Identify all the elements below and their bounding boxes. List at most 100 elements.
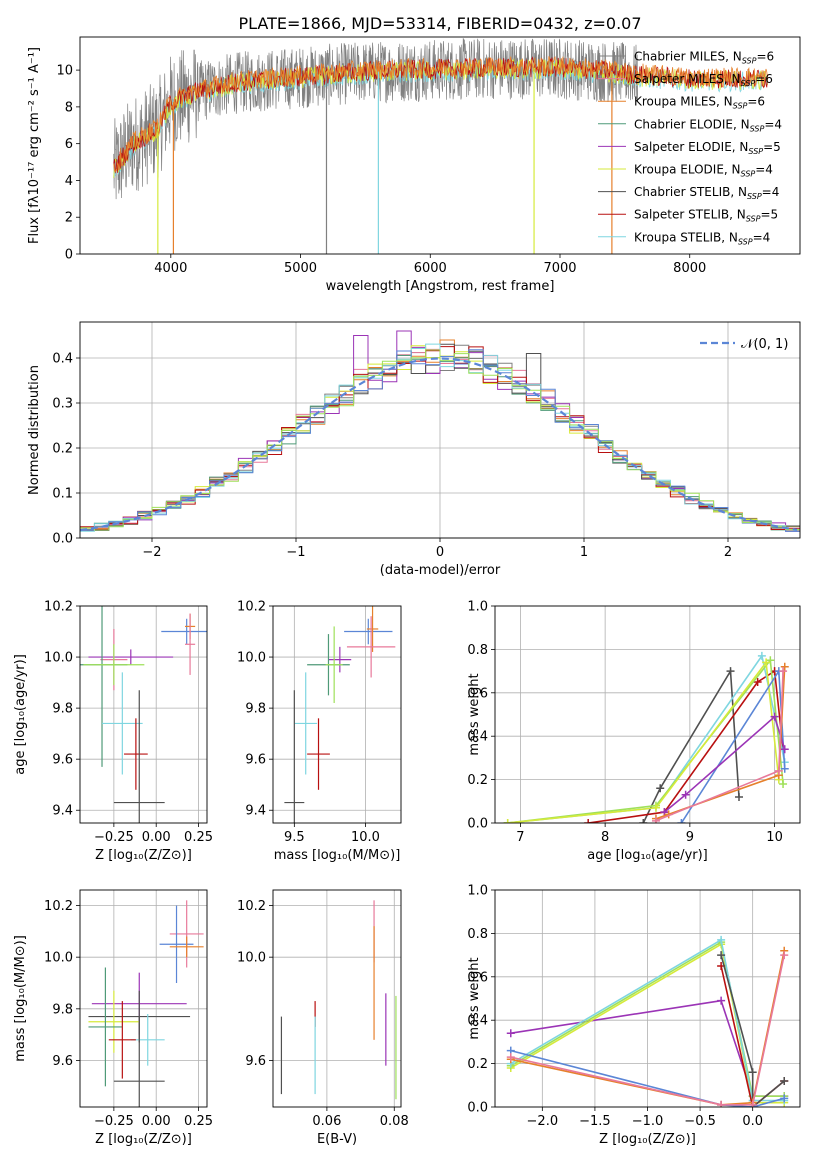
- weight-marker: [774, 766, 783, 775]
- spectrum-model-line: [113, 56, 768, 174]
- weight-series-line: [507, 660, 780, 823]
- y-tick-label: 2: [65, 211, 73, 226]
- weight-marker: [677, 819, 686, 823]
- x-tick-label: 4000: [154, 261, 187, 276]
- weight-marker: [717, 1100, 726, 1107]
- x-tick-label: 6000: [414, 261, 447, 276]
- age-vs-metallicity-panel: −0.25 0.00 0.25 9.4 9.6 9.8 10.0 10.2 Z [log₁₀(Z…: [13, 600, 213, 864]
- weight-series-line: [663, 715, 786, 813]
- y-tick-label: 10.0: [237, 651, 266, 666]
- axes-frame: [79, 321, 801, 539]
- y-tick-label: 9.6: [52, 1054, 73, 1069]
- y-tick-label: 9.6: [52, 753, 73, 768]
- weight-marker: [681, 790, 690, 799]
- spectrum-legend: Chabrier MILES, NSSP=6 Salpeter MILES, NS…: [598, 50, 782, 246]
- y-tick-label: 0.8: [467, 643, 488, 658]
- weight-marker: [726, 667, 735, 676]
- legend-entry: 𝒩(0, 1): [741, 337, 788, 352]
- x-tick-label: 0.00: [142, 830, 171, 845]
- weight-marker: [651, 816, 660, 823]
- axes-frame: [494, 889, 801, 1108]
- plot-area: [80, 330, 800, 532]
- y-tick-label: 8: [65, 100, 73, 115]
- figure-title: PLATE=1866, MJD=53314, FIBERID=0432, z=0…: [238, 14, 641, 33]
- weight-marker: [735, 792, 743, 801]
- plot-area: [113, 38, 768, 254]
- legend-entry: Kroupa ELODIE, NSSP=4: [634, 163, 773, 179]
- residuals-panel: −2 −1 0 1 2 0.0 0.1 0.2 0.3 0.4 𝒩(0, 1) (data-model…: [27, 321, 801, 578]
- y-tick-label: 1.0: [467, 600, 488, 615]
- mass-weight-vs-metallicity-panel: −2.0 −1.5 −1.0 −0.5 0.0 0.0 0.2 0.4 0.6 0.8 1.0 Z […: [467, 884, 801, 1147]
- weight-marker: [748, 1068, 757, 1077]
- legend-entry: Kroupa STELIB, NSSP=4: [634, 230, 770, 246]
- y-tick-label: 0.0: [467, 1101, 488, 1116]
- x-axis-label: (data-model)/error: [380, 563, 501, 578]
- plot-area: [284, 606, 396, 823]
- weight-series-line: [720, 954, 785, 1107]
- x-tick-label: 7: [516, 830, 524, 845]
- weight-marker: [660, 808, 669, 817]
- y-tick-label: 0.4: [52, 352, 73, 367]
- y-tick-label: 10.2: [44, 600, 73, 615]
- axes-frame: [272, 605, 402, 824]
- x-tick-label: −0.25: [94, 1114, 134, 1129]
- x-tick-label: 5000: [284, 261, 317, 276]
- weight-marker: [717, 951, 726, 960]
- mass-vs-metallicity-panel: −0.25 0.00 0.25 9.6 9.8 10.0 10.2 Z [log₁₀(Z/Z⊙…: [13, 889, 213, 1147]
- weight-marker: [780, 1094, 789, 1103]
- weight-marker: [757, 651, 766, 660]
- x-tick-label: 10.0: [351, 830, 380, 845]
- x-tick-label: 2: [724, 545, 732, 560]
- y-tick-label: 0.4: [467, 730, 488, 745]
- histogram-series: [80, 349, 800, 532]
- histogram-series: [80, 349, 800, 532]
- mass-vs-reddening-panel: 0.06 0.08 9.6 10.0 10.2 E(B-V): [237, 889, 409, 1147]
- weight-marker: [779, 667, 788, 676]
- y-tick-label: 0.2: [467, 1057, 488, 1072]
- weight-series-line: [642, 668, 740, 823]
- x-tick-label: −2.0: [527, 1114, 559, 1129]
- axes-frame: [272, 889, 402, 1108]
- weight-marker: [717, 935, 726, 944]
- y-axis-label: mass weight: [467, 957, 482, 1039]
- x-tick-label: 0.0: [742, 1114, 763, 1129]
- weight-marker: [780, 1076, 789, 1085]
- weight-marker: [503, 819, 512, 823]
- weight-marker: [762, 658, 771, 667]
- axes-frame: [494, 605, 801, 824]
- weight-marker: [780, 662, 789, 671]
- y-tick-label: 9.4: [52, 804, 73, 819]
- weight-marker: [753, 677, 762, 686]
- y-tick-label: 9.6: [245, 753, 266, 768]
- x-tick-label: −1: [286, 545, 305, 560]
- y-tick-label: 10: [56, 64, 73, 79]
- x-tick-label: 9: [686, 830, 694, 845]
- y-tick-label: 0.6: [467, 970, 488, 985]
- plot-area: [80, 606, 207, 823]
- x-tick-label: 0.06: [312, 1114, 341, 1129]
- y-tick-label: 1.0: [467, 884, 488, 899]
- x-axis-label: age [log₁₀(age/yr)]: [587, 848, 708, 863]
- axes-frame: [79, 889, 208, 1108]
- weight-marker: [506, 1053, 515, 1062]
- plot-area: [503, 651, 789, 823]
- weight-marker: [766, 656, 775, 665]
- normal-curve: [80, 357, 798, 532]
- weight-marker: [780, 951, 789, 960]
- y-axis-label: mass weight: [467, 673, 482, 755]
- x-tick-label: −0.25: [94, 830, 134, 845]
- x-tick-label: 1: [580, 545, 588, 560]
- x-tick-label: −1.0: [632, 1114, 664, 1129]
- weight-marker: [717, 996, 726, 1005]
- plot-area: [280, 900, 397, 1100]
- weight-marker: [748, 1100, 757, 1107]
- x-tick-label: 0: [436, 545, 444, 560]
- y-axis-label: age [log₁₀(age/yr)]: [13, 654, 28, 775]
- weight-marker: [656, 784, 665, 793]
- x-axis-label: Z [log₁₀(Z/Z⊙)]: [599, 1132, 696, 1147]
- y-tick-label: 0.0: [52, 532, 73, 547]
- x-tick-label: 0.08: [380, 1114, 409, 1129]
- x-tick-label: −0.5: [684, 1114, 716, 1129]
- y-tick-label: 9.4: [245, 804, 266, 819]
